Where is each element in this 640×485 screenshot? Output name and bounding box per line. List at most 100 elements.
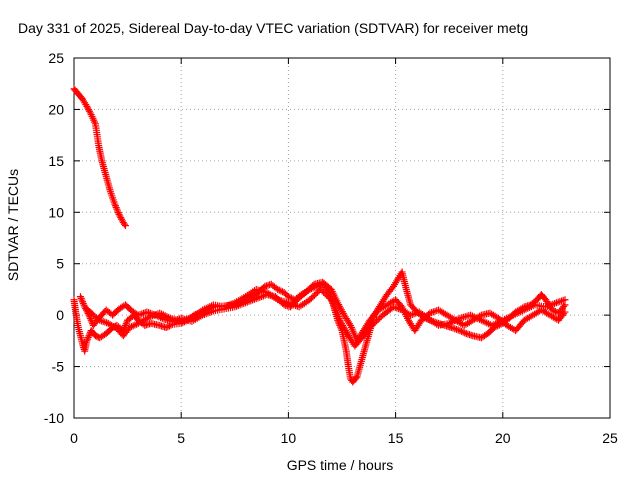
y-tick-label: -5 <box>52 359 65 375</box>
data-point <box>76 293 84 301</box>
data-point <box>373 317 381 325</box>
series-low-c <box>83 285 569 350</box>
x-tick-label: 5 <box>177 430 185 446</box>
series-low-b <box>76 278 569 345</box>
data-point <box>121 222 129 230</box>
data-point <box>449 324 457 332</box>
series-high-decline <box>70 85 129 230</box>
chart-title: Day 331 of 2025, Sidereal Day-to-day VTE… <box>18 20 528 36</box>
data-point <box>101 318 109 326</box>
y-tick-label: 5 <box>56 256 64 272</box>
data-point <box>426 309 434 317</box>
data-point <box>560 303 568 311</box>
data-point <box>370 320 378 328</box>
data-point <box>346 320 354 328</box>
y-tick-label: 10 <box>48 204 64 220</box>
data-point <box>286 293 294 301</box>
data-point <box>274 285 282 293</box>
data-point <box>556 298 564 306</box>
x-tick-label: 20 <box>495 430 511 446</box>
data-point <box>85 332 93 340</box>
y-tick-labels: -10 -5 0 5 10 15 20 25 <box>44 50 64 426</box>
data-point <box>458 327 466 335</box>
data-point <box>321 290 329 298</box>
data-point <box>112 203 120 211</box>
data-point <box>391 304 399 312</box>
data-point <box>561 308 569 316</box>
data-point <box>78 296 86 304</box>
data-point <box>116 212 124 220</box>
data-point <box>312 290 320 298</box>
data-point <box>309 293 317 301</box>
data-point <box>410 310 418 318</box>
data-point <box>560 310 568 318</box>
data-point <box>99 318 107 326</box>
data-point <box>121 321 129 329</box>
data-point <box>558 297 566 305</box>
data-point <box>83 102 91 110</box>
data-point <box>111 202 119 210</box>
data-point <box>429 308 437 316</box>
data-point <box>324 293 332 301</box>
data-point <box>284 293 292 301</box>
data-point <box>371 318 379 326</box>
data-point <box>84 335 92 343</box>
data-point <box>395 305 403 313</box>
data-point <box>111 200 119 208</box>
data-point <box>396 305 404 313</box>
data-point <box>80 301 88 309</box>
data-point <box>422 313 430 321</box>
data-point <box>162 323 170 331</box>
data-point <box>554 298 562 306</box>
data-point <box>393 304 401 312</box>
data-point <box>114 209 122 217</box>
axis-ticks <box>73 57 611 419</box>
plot-area-border <box>73 57 611 419</box>
data-point <box>118 215 126 223</box>
y-tick-label: 15 <box>48 153 64 169</box>
data-point <box>87 316 95 324</box>
data-point <box>307 294 315 302</box>
y-tick-label: -10 <box>44 410 64 426</box>
data-point <box>310 291 318 299</box>
data-point <box>408 311 416 319</box>
data-point <box>323 291 331 299</box>
data-series <box>70 85 569 386</box>
data-point <box>407 311 415 319</box>
data-point <box>133 320 141 328</box>
data-point <box>126 323 134 331</box>
data-point <box>275 286 283 294</box>
data-point <box>134 311 142 319</box>
y-axis-label: SDTVAR / TECUs <box>5 169 21 281</box>
data-point <box>97 317 105 325</box>
data-point <box>277 287 285 295</box>
data-point <box>120 220 128 228</box>
data-point <box>559 296 567 304</box>
grid-lines <box>74 58 610 418</box>
data-point <box>138 310 146 318</box>
y-tick-label: 0 <box>56 307 64 323</box>
y-tick-label: 25 <box>48 50 64 66</box>
data-point <box>376 314 384 322</box>
data-point <box>86 109 94 117</box>
data-point <box>320 288 328 296</box>
data-point <box>79 299 87 307</box>
data-point <box>115 210 123 218</box>
data-point <box>552 299 560 307</box>
data-point <box>79 298 87 306</box>
data-point <box>318 287 326 295</box>
data-point <box>164 323 172 331</box>
data-point <box>389 303 397 311</box>
x-tick-label: 0 <box>70 430 78 446</box>
data-point <box>83 337 91 345</box>
data-point <box>122 320 130 328</box>
data-point <box>113 205 121 213</box>
data-point <box>454 326 462 334</box>
data-point <box>451 325 459 333</box>
data-point <box>374 316 382 324</box>
data-point <box>114 207 122 215</box>
data-point <box>413 309 421 317</box>
data-point <box>313 288 321 296</box>
data-point <box>127 323 135 331</box>
x-axis-label: GPS time / hours <box>287 457 394 473</box>
